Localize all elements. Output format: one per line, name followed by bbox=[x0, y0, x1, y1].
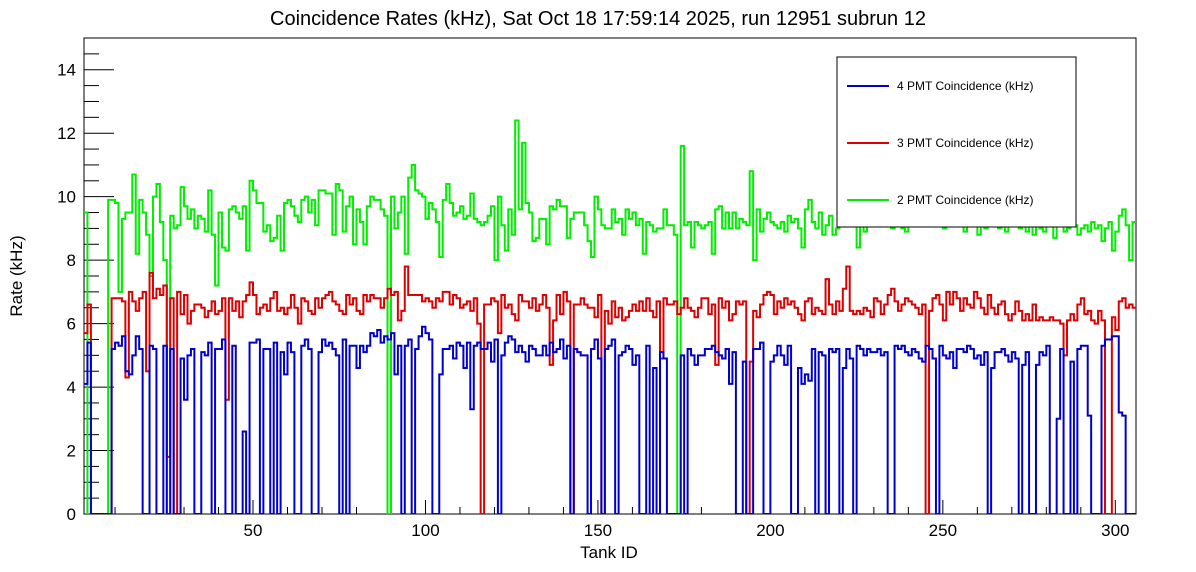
chart-title: Coincidence Rates (kHz), Sat Oct 18 17:5… bbox=[270, 8, 926, 30]
y-tick-label: 12 bbox=[57, 124, 76, 143]
y-tick-label: 14 bbox=[57, 61, 76, 80]
y-tick-label: 8 bbox=[67, 251, 76, 270]
series-line-3pmt bbox=[84, 265, 1136, 514]
x-tick-label: 50 bbox=[244, 521, 263, 540]
y-tick-label: 10 bbox=[57, 188, 76, 207]
y-tick-label: 6 bbox=[67, 315, 76, 334]
y-tick-label: 0 bbox=[67, 505, 76, 524]
series-line-4pmt bbox=[84, 325, 1136, 514]
x-axis-label: Tank ID bbox=[580, 543, 638, 562]
legend-label-4pmt: 4 PMT Coincidence (kHz) bbox=[897, 79, 1034, 93]
legend-label-2pmt: 2 PMT Coincidence (kHz) bbox=[897, 193, 1034, 207]
y-tick-label: 4 bbox=[67, 378, 76, 397]
legend: 4 PMT Coincidence (kHz) 3 PMT Coincidenc… bbox=[836, 56, 1077, 228]
y-tick-label: 2 bbox=[67, 442, 76, 461]
x-tick-label: 200 bbox=[756, 521, 784, 540]
x-tick-label: 300 bbox=[1101, 521, 1129, 540]
series-line-2pmt bbox=[84, 119, 1136, 514]
series-layer bbox=[84, 119, 1136, 514]
x-tick-label: 250 bbox=[929, 521, 957, 540]
x-tick-label: 100 bbox=[411, 521, 439, 540]
x-tick-label: 150 bbox=[584, 521, 612, 540]
y-axis-label: Rate (kHz) bbox=[7, 235, 26, 316]
legend-label-3pmt: 3 PMT Coincidence (kHz) bbox=[897, 136, 1034, 150]
